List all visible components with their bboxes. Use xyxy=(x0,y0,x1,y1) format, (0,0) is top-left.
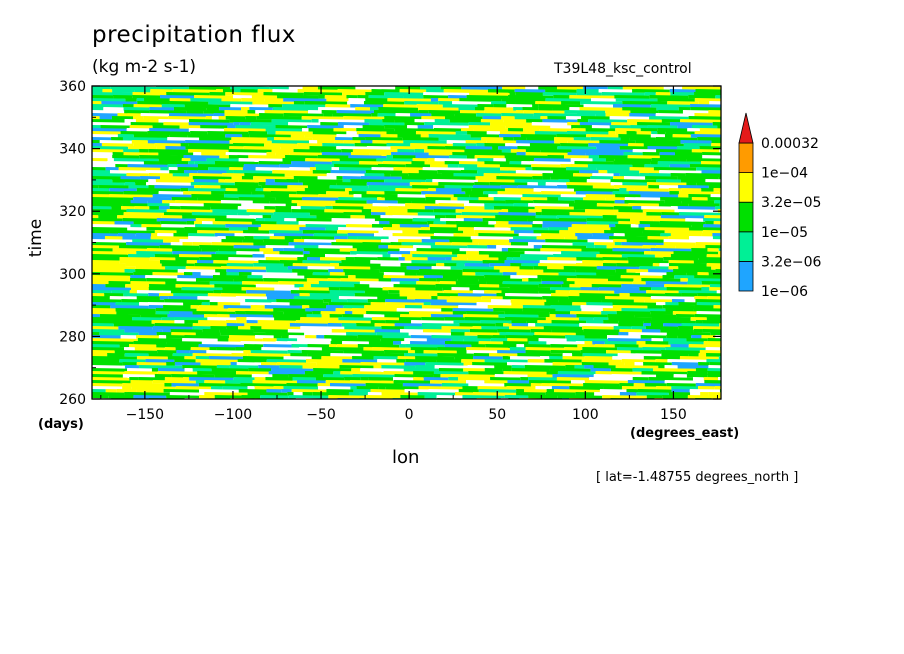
y-ticks: 260 280 300 320 340 360 xyxy=(59,79,721,408)
colorbar-label: 3.2e−06 xyxy=(761,254,822,270)
x-axis-unit: (degrees_east) xyxy=(630,426,740,441)
precip-field xyxy=(92,86,721,399)
y-tick-label: 300 xyxy=(59,267,86,283)
x-tick-label: 150 xyxy=(660,407,687,423)
x-tick-label: 100 xyxy=(572,407,599,423)
y-tick-label: 360 xyxy=(59,79,86,95)
colorbar-segment xyxy=(738,201,754,233)
x-tick-label: 0 xyxy=(405,407,414,423)
x-axis-label: lon xyxy=(392,447,420,468)
chart-units: (kg m-2 s-1) xyxy=(92,57,197,77)
y-tick-label: 280 xyxy=(59,329,86,345)
run-label: T39L48_ksc_control xyxy=(554,61,692,77)
y-tick-label: 260 xyxy=(59,392,86,408)
colorbar-segment xyxy=(738,142,754,174)
x-tick-label: −50 xyxy=(306,407,336,423)
colorbar-label: 1e−04 xyxy=(761,166,808,182)
y-tick-label: 340 xyxy=(59,142,86,158)
x-tick-label: 50 xyxy=(488,407,506,423)
latitude-note: [ lat=-1.48755 degrees_north ] xyxy=(596,470,799,485)
colorbar-segment xyxy=(738,172,754,203)
colorbar-label: 1e−06 xyxy=(761,284,808,300)
y-tick-label: 320 xyxy=(59,204,86,220)
x-tick-label: −150 xyxy=(126,407,164,423)
colorbar-overflow-arrow xyxy=(738,112,754,144)
chart-title: precipitation flux xyxy=(92,22,296,48)
x-ticks: −150 −100 −50 0 50 100 150 xyxy=(100,86,718,423)
y-axis-unit: (days) xyxy=(38,417,84,432)
colorbar-label: 0.00032 xyxy=(761,136,819,152)
colorbar-label: 1e−05 xyxy=(761,225,808,241)
x-tick-label: −100 xyxy=(214,407,252,423)
colorbar-segment xyxy=(738,260,754,292)
colorbar-segment xyxy=(738,231,754,262)
colorbar: 1e−06 3.2e−06 1e−05 3.2e−05 1e−04 0.00032 xyxy=(738,112,822,300)
field-streaks xyxy=(92,86,721,399)
colorbar-label: 3.2e−05 xyxy=(761,195,821,211)
